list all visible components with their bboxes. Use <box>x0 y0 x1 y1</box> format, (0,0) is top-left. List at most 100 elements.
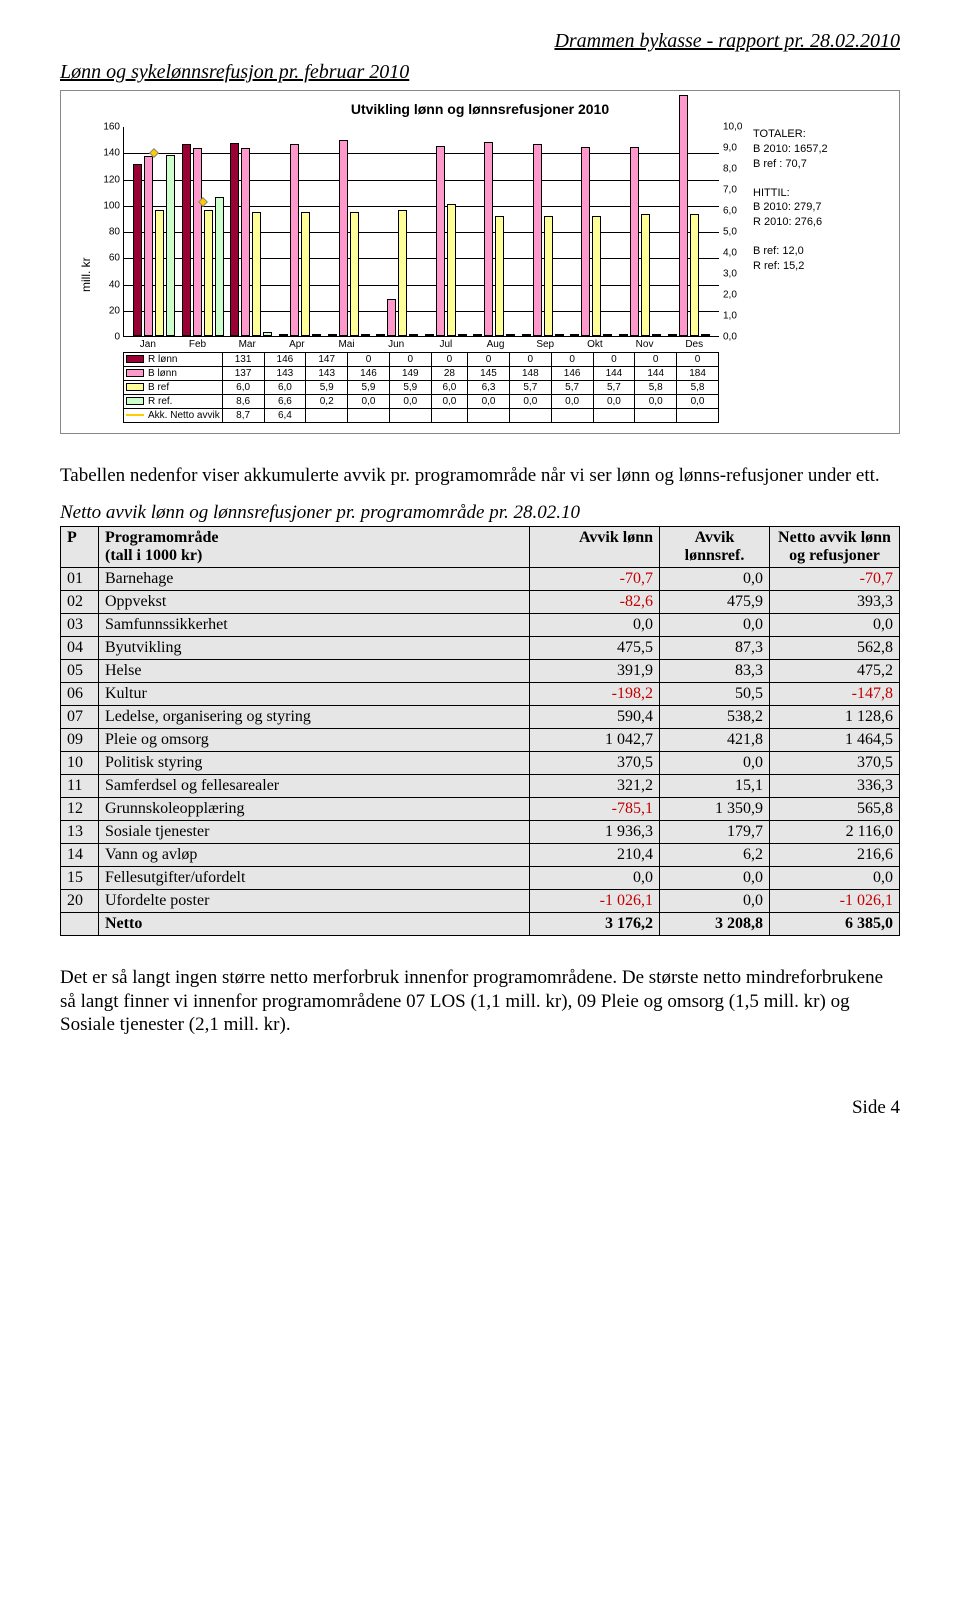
cell-name: Ufordelte poster <box>99 889 530 912</box>
ytick-left: 80 <box>96 227 120 238</box>
month-slot <box>130 127 179 336</box>
legend-cell: 146 <box>551 367 593 381</box>
bar-B_ref <box>544 216 553 336</box>
cell-c: -1 026,1 <box>770 889 900 912</box>
table-row: 03Samfunnssikkerhet0,00,00,0 <box>61 613 900 636</box>
annot-hittil-title: HITTIL: <box>753 186 885 201</box>
cell-p: 04 <box>61 636 99 659</box>
cell-a: 391,9 <box>530 659 660 682</box>
legend-cell: 0,0 <box>593 395 635 409</box>
cell-p: 10 <box>61 751 99 774</box>
cell-c: 336,3 <box>770 774 900 797</box>
ytick-left: 60 <box>96 253 120 264</box>
cell-c: 393,3 <box>770 590 900 613</box>
xtick: Apr <box>272 337 322 350</box>
legend-cell <box>389 409 431 423</box>
table-row: 04Byutvikling475,587,3562,8 <box>61 636 900 659</box>
cell-c: -147,8 <box>770 682 900 705</box>
legend-cell: 6,6 <box>264 395 306 409</box>
ytick-right: 3,0 <box>723 269 749 280</box>
table-row: 15Fellesutgifter/ufordelt0,00,00,0 <box>61 866 900 889</box>
bar-B_ref <box>301 212 310 336</box>
bar-B_ref <box>398 210 407 336</box>
table-row: 13Sosiale tjenester1 936,3179,72 116,0 <box>61 820 900 843</box>
cell-p: 01 <box>61 567 99 590</box>
cell-a: -82,6 <box>530 590 660 613</box>
bar-R_ref <box>458 334 467 336</box>
month-slot <box>227 127 276 336</box>
cell-name: Grunnskoleopplæring <box>99 797 530 820</box>
ytick-right: 5,0 <box>723 227 749 238</box>
cell-name: Samferdsel og fellesarealer <box>99 774 530 797</box>
bar-B_ref <box>690 214 699 336</box>
bar-R_lonn <box>570 334 579 336</box>
legend-cell: 0,0 <box>348 395 390 409</box>
legend-label: B ref <box>124 381 223 395</box>
cell-a: -1 026,1 <box>530 889 660 912</box>
xtick: Feb <box>173 337 223 350</box>
cell-p: 03 <box>61 613 99 636</box>
legend-cell: 6,0 <box>222 381 264 395</box>
cell-p: 05 <box>61 659 99 682</box>
bar-R_lonn <box>230 143 239 336</box>
bar-R_ref <box>166 155 175 336</box>
xtick: Aug <box>471 337 521 350</box>
cell-b: 0,0 <box>660 889 770 912</box>
table-row: 12Grunnskoleopplæring-785,11 350,9565,8 <box>61 797 900 820</box>
cell-b: 475,9 <box>660 590 770 613</box>
cell-name: Barnehage <box>99 567 530 590</box>
th-program: Programområde (tall i 1000 kr) <box>99 526 530 567</box>
legend-cell: 5,7 <box>509 381 551 395</box>
bar-B_lonn <box>193 148 202 336</box>
bar-B_lonn <box>339 140 348 336</box>
legend-cell: 0,2 <box>306 395 348 409</box>
legend-cell: 0 <box>593 353 635 367</box>
legend-cell: 144 <box>593 367 635 381</box>
bar-R_ref <box>555 334 564 336</box>
cell-p: 07 <box>61 705 99 728</box>
ytick-left: 20 <box>96 305 120 316</box>
legend-cell: 8,6 <box>222 395 264 409</box>
legend-cell: 0 <box>509 353 551 367</box>
xtick: Jul <box>421 337 471 350</box>
bar-R_ref <box>263 332 272 336</box>
legend-cell <box>509 409 551 423</box>
ytick-left: 120 <box>96 174 120 185</box>
bar-B_ref <box>155 210 164 336</box>
cell-c: 6 385,0 <box>770 912 900 935</box>
ytick-right: 1,0 <box>723 311 749 322</box>
cell-c: 565,8 <box>770 797 900 820</box>
annot-hittil-l1: B 2010: 279,7 <box>753 200 885 215</box>
legend-label: R lønn <box>124 353 223 367</box>
th-avvik-ref: Avvik lønnsref. <box>660 526 770 567</box>
cell-name: Samfunnssikkerhet <box>99 613 530 636</box>
table-row: 11Samferdsel og fellesarealer321,215,133… <box>61 774 900 797</box>
table-row: 14Vann og avløp210,46,2216,6 <box>61 843 900 866</box>
legend-cell: 0,0 <box>431 395 467 409</box>
chart-legend-table: R lønn131146147000000000B lønn1371431431… <box>123 352 719 423</box>
bar-R_ref <box>701 334 710 336</box>
cell-p: 02 <box>61 590 99 613</box>
cell-name: Oppvekst <box>99 590 530 613</box>
annot-bref: B ref: 12,0 <box>753 244 885 259</box>
cell-b: 421,8 <box>660 728 770 751</box>
ytick-right: 7,0 <box>723 185 749 196</box>
table-row: 09Pleie og omsorg1 042,7421,81 464,5 <box>61 728 900 751</box>
legend-cell: 0 <box>551 353 593 367</box>
month-slot <box>373 127 422 336</box>
legend-cell: 8,7 <box>222 409 264 423</box>
cell-a: -70,7 <box>530 567 660 590</box>
legend-cell: 0,0 <box>509 395 551 409</box>
month-slot <box>664 127 713 336</box>
xtick: Jan <box>123 337 173 350</box>
page-header: Drammen bykasse - rapport pr. 28.02.2010 <box>60 30 900 53</box>
section-title: Lønn og sykelønnsrefusjon pr. februar 20… <box>60 61 900 84</box>
cell-a: 590,4 <box>530 705 660 728</box>
cell-name: Ledelse, organisering og styring <box>99 705 530 728</box>
table-row: 02Oppvekst-82,6475,9393,3 <box>61 590 900 613</box>
legend-cell: 146 <box>348 367 390 381</box>
cell-c: 1 464,5 <box>770 728 900 751</box>
table-row: 10Politisk styring370,50,0370,5 <box>61 751 900 774</box>
cell-p: 11 <box>61 774 99 797</box>
legend-cell: 5,8 <box>677 381 719 395</box>
